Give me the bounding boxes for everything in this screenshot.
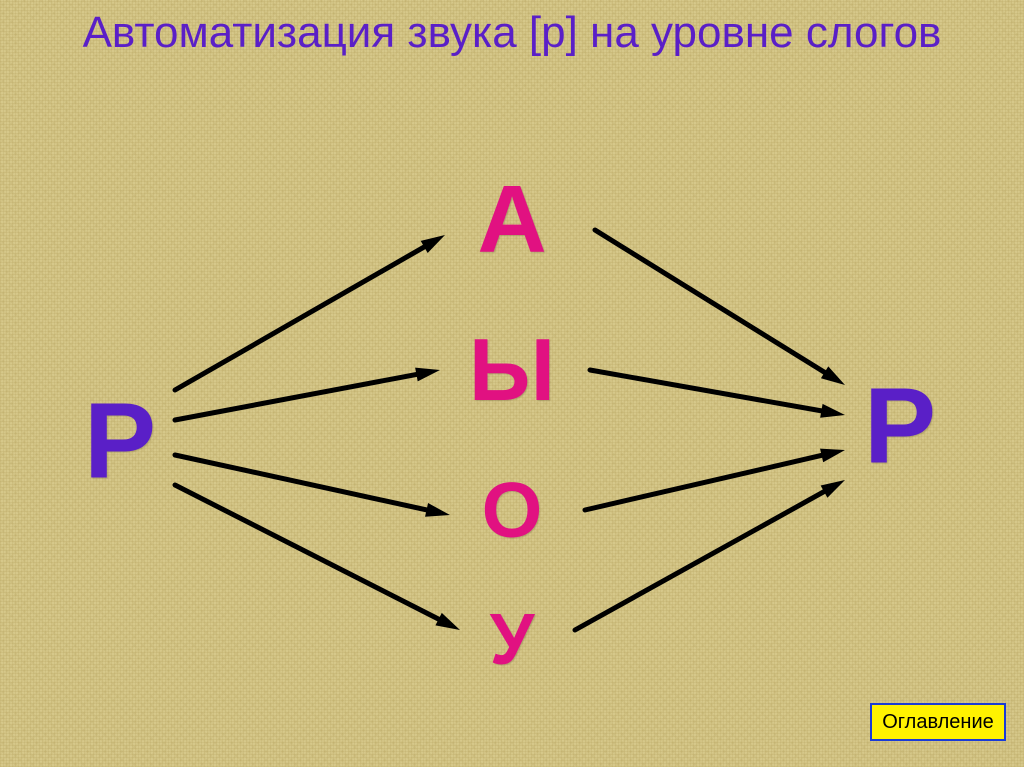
letter-r-right: Р (864, 363, 936, 488)
toc-button[interactable]: Оглавление (870, 703, 1006, 741)
letter-a: А (477, 165, 546, 275)
letter-y: Ы (469, 319, 555, 421)
slide-title: Автоматизация звука [р] на уровне слогов (0, 8, 1024, 59)
slide: Автоматизация звука [р] на уровне слогов… (0, 0, 1024, 767)
letter-u: У (490, 599, 535, 681)
letter-o: О (482, 465, 543, 556)
letter-r-left: Р (84, 378, 156, 503)
